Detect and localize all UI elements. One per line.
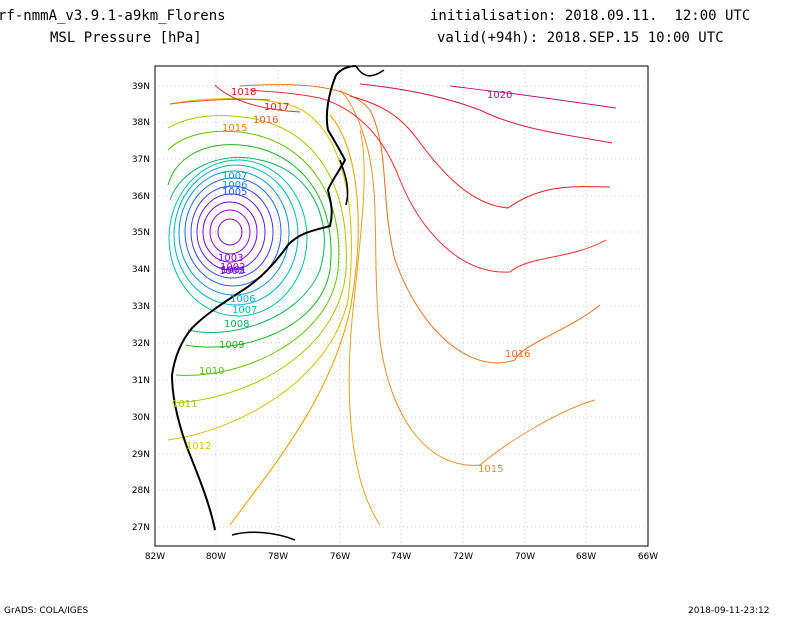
footer-source: GrADS: COLA/IGES — [4, 606, 89, 616]
lat-label: 39N — [132, 82, 150, 92]
contour-label: 1007 — [232, 305, 257, 316]
contour-label: 1016 — [253, 115, 278, 126]
cyclone-isobars — [168, 159, 308, 317]
contour-label: 1005 — [222, 187, 247, 198]
map-frame — [154, 65, 649, 547]
contour-label: 1002 — [220, 262, 245, 273]
lat-label: 28N — [132, 486, 150, 496]
footer-timestamp: 2018-09-11-23:12 — [688, 606, 770, 616]
contour-label: 1015 — [222, 123, 247, 134]
contour-label: 1009 — [219, 340, 244, 351]
lat-label: 38N — [132, 118, 150, 128]
contour-label: 1008 — [224, 319, 249, 330]
contour-label: 1015 — [478, 464, 503, 475]
lon-label: 66W — [638, 552, 658, 562]
contour-label: 1016 — [505, 349, 530, 360]
lon-label: 72W — [453, 552, 473, 562]
lon-label: 70W — [515, 552, 535, 562]
contour-label: 1002 — [219, 266, 244, 277]
lat-label: 29N — [132, 450, 150, 460]
lat-label: 37N — [132, 155, 150, 165]
contour-label: 1018 — [231, 87, 256, 98]
valid-time: valid(+94h): 2018.SEP.15 10:00 UTC — [437, 30, 724, 46]
contour-label: 1010 — [199, 366, 224, 377]
contour-label: 1017 — [264, 102, 289, 113]
lat-label: 27N — [132, 523, 150, 533]
lon-label: 78W — [268, 552, 288, 562]
lon-label: 80W — [206, 552, 226, 562]
lon-label: 76W — [330, 552, 350, 562]
isobar-lines — [167, 83, 617, 526]
lat-label: 33N — [132, 302, 150, 312]
contour-label: 1011 — [172, 399, 197, 410]
field-title: MSL Pressure [hPa] — [50, 30, 202, 46]
lon-label: 68W — [576, 552, 596, 562]
model-title: rf-nmmA_v3.9.1-a9km_Florens — [0, 8, 226, 24]
init-time: initialisation: 2018.09.11. 12:00 UTC — [430, 8, 751, 24]
contour-label: 1001 — [221, 265, 246, 276]
bahamas — [231, 531, 296, 541]
contour-label: 1006 — [230, 294, 255, 305]
lon-label: 74W — [391, 552, 411, 562]
outer-banks — [339, 159, 349, 206]
contour-label: 1007 — [222, 171, 247, 182]
contour-label: 1012 — [186, 441, 211, 452]
contour-label: 1003 — [218, 253, 243, 264]
lat-label: 32N — [132, 339, 150, 349]
delmarva — [355, 65, 385, 77]
contour-label: 1006 — [222, 180, 247, 191]
lat-label: 36N — [132, 192, 150, 202]
coastline — [170, 65, 357, 531]
lat-label: 30N — [132, 413, 150, 423]
contour-label: 1020 — [487, 90, 512, 101]
grid — [155, 66, 648, 546]
lat-label: 31N — [132, 376, 150, 386]
lat-label: 34N — [132, 265, 150, 275]
lon-label: 82W — [145, 552, 165, 562]
lat-label: 35N — [132, 228, 150, 238]
